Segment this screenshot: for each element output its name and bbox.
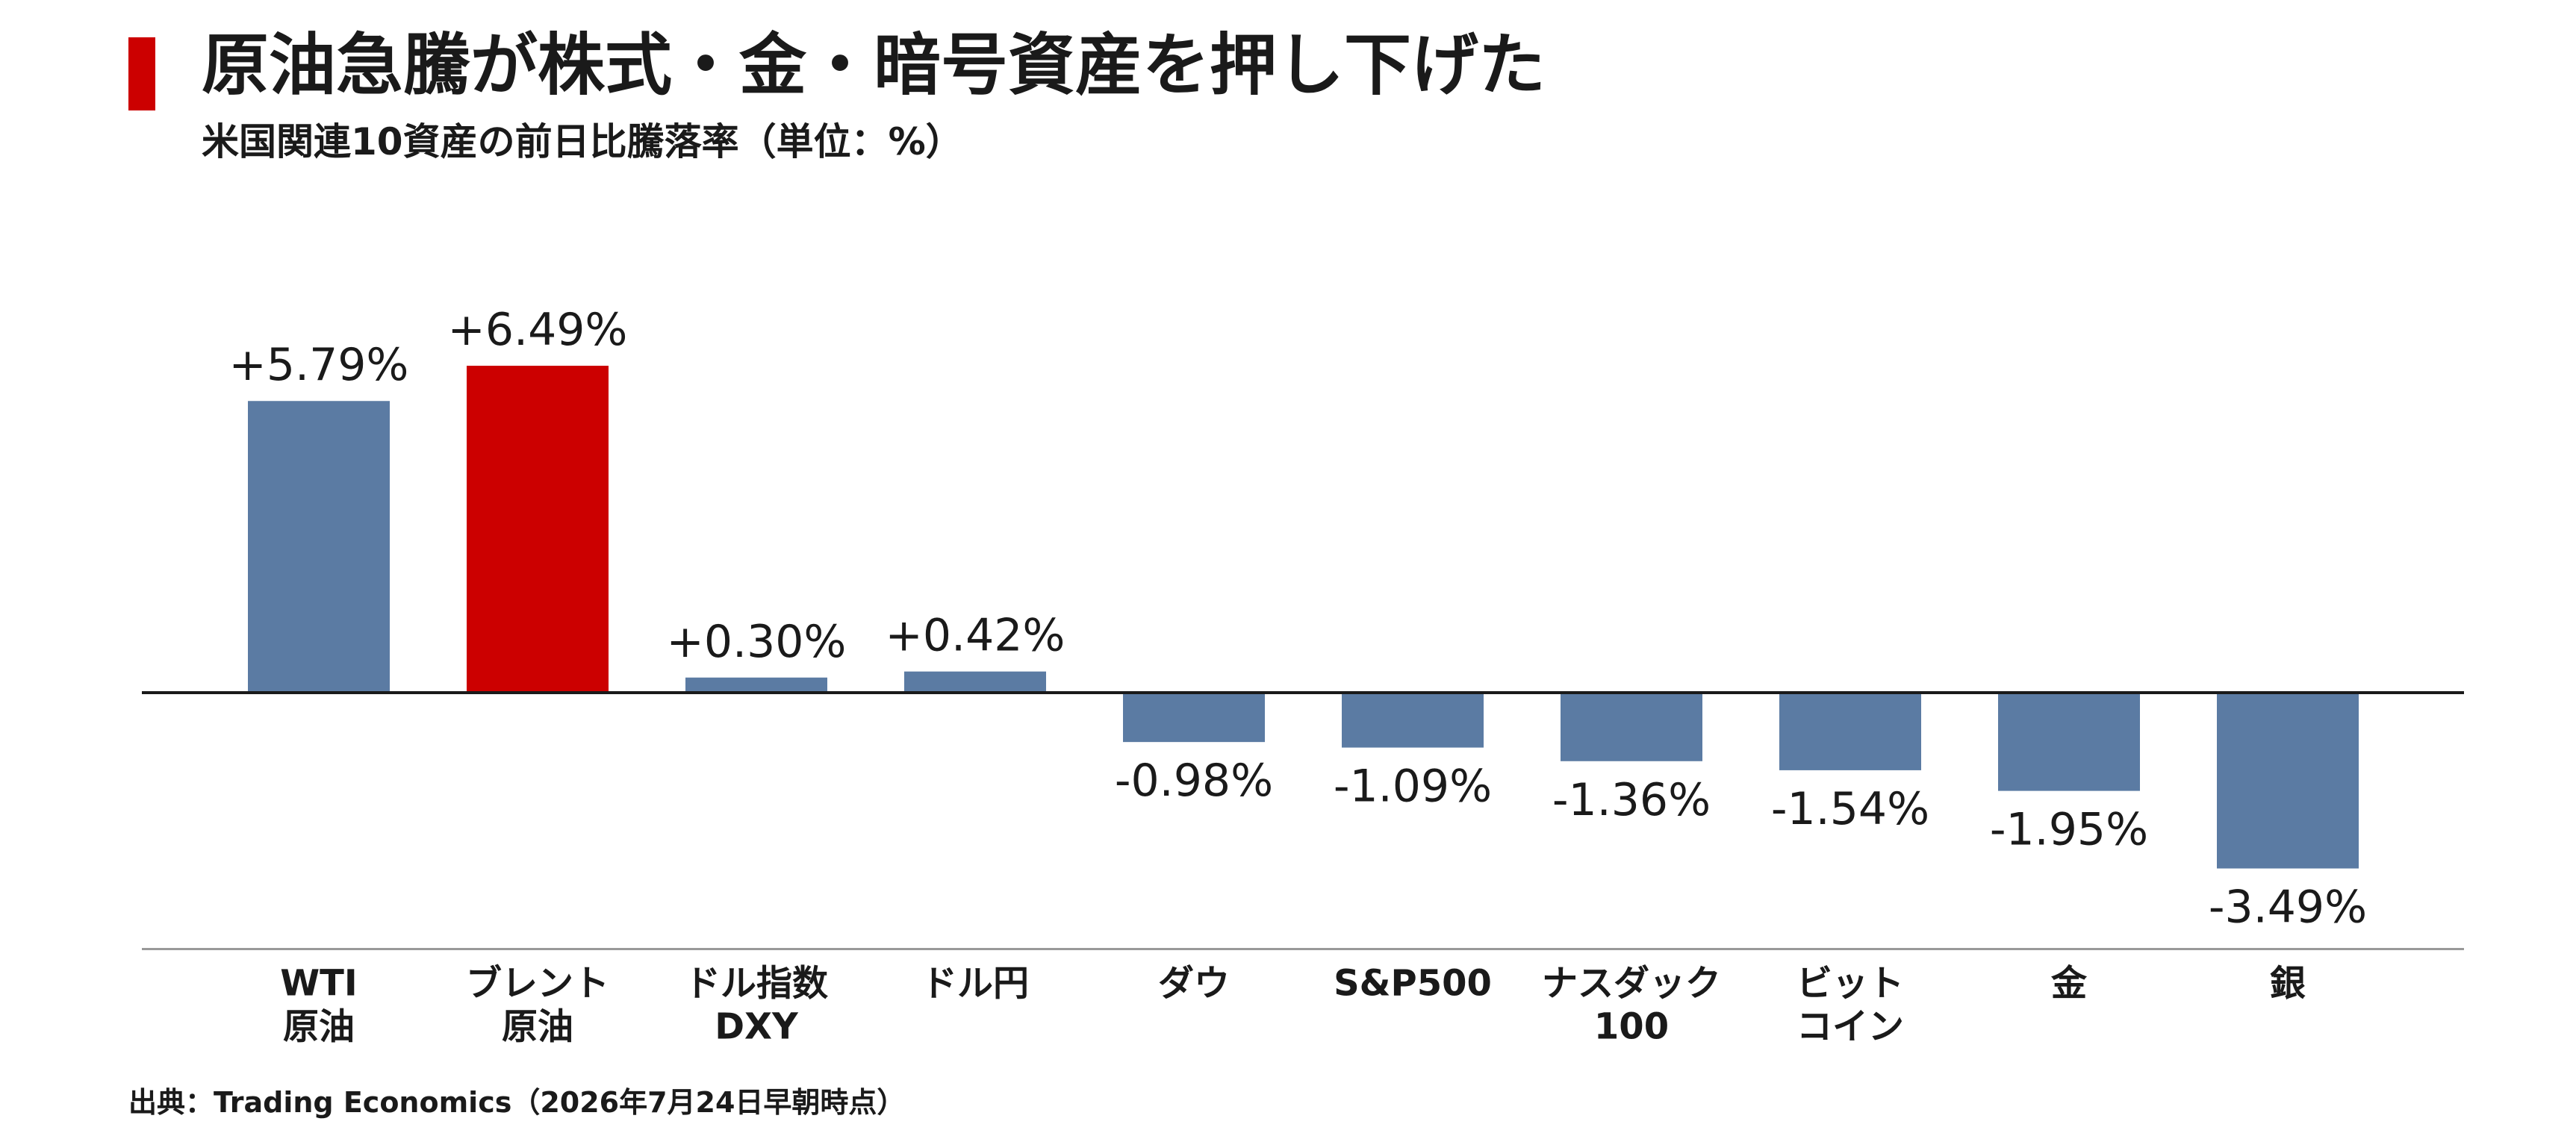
x-tick-label: ドル指数 DXY (685, 963, 828, 1048)
data-label: -1.09% (1334, 761, 1492, 813)
bar (1342, 693, 1484, 748)
bar (1779, 693, 1921, 770)
data-label: -0.98% (1115, 755, 1273, 807)
x-tick-label: 銀 (2270, 963, 2306, 1005)
x-tick-label: ビットコイン (1796, 963, 1904, 1048)
bar (248, 401, 390, 693)
bar (2217, 693, 2359, 869)
data-label: -1.54% (1771, 783, 1929, 835)
x-tick-label: 金 (2050, 963, 2088, 1005)
x-tick-label: WTI 原油 (280, 963, 358, 1048)
bar (685, 677, 827, 693)
data-label: -3.49% (2209, 882, 2367, 934)
data-label: -1.36% (1552, 774, 1711, 826)
bar (1998, 693, 2140, 791)
data-label: +5.79% (229, 339, 409, 391)
source-note: 出典：Trading Economics（2026年7月24日早朝時点） (128, 1086, 906, 1119)
data-label: -1.95% (1990, 804, 2148, 856)
x-tick-label: ダウ (1158, 963, 1230, 1005)
x-tick-label: S&P500 (1334, 963, 1492, 1005)
bar (904, 671, 1046, 693)
x-tick-label: ブレント原油 (466, 963, 609, 1048)
data-label: +0.42% (886, 610, 1065, 662)
chart-subtitle: 米国関連10資産の前日比騰落率（単位：%） (202, 120, 963, 163)
chart-title: 原油急騰が株式・金・暗号資産を押し下げた (202, 26, 1546, 104)
x-tick-label: ドル円 (921, 963, 1029, 1005)
title-accent-bar (128, 37, 155, 110)
data-label: +6.49% (448, 304, 628, 356)
bar (1123, 693, 1265, 743)
x-tick-label: ナスダック 100 (1542, 963, 1721, 1048)
bar (1561, 693, 1702, 761)
bar (467, 366, 609, 693)
data-label: +0.30% (667, 616, 847, 668)
